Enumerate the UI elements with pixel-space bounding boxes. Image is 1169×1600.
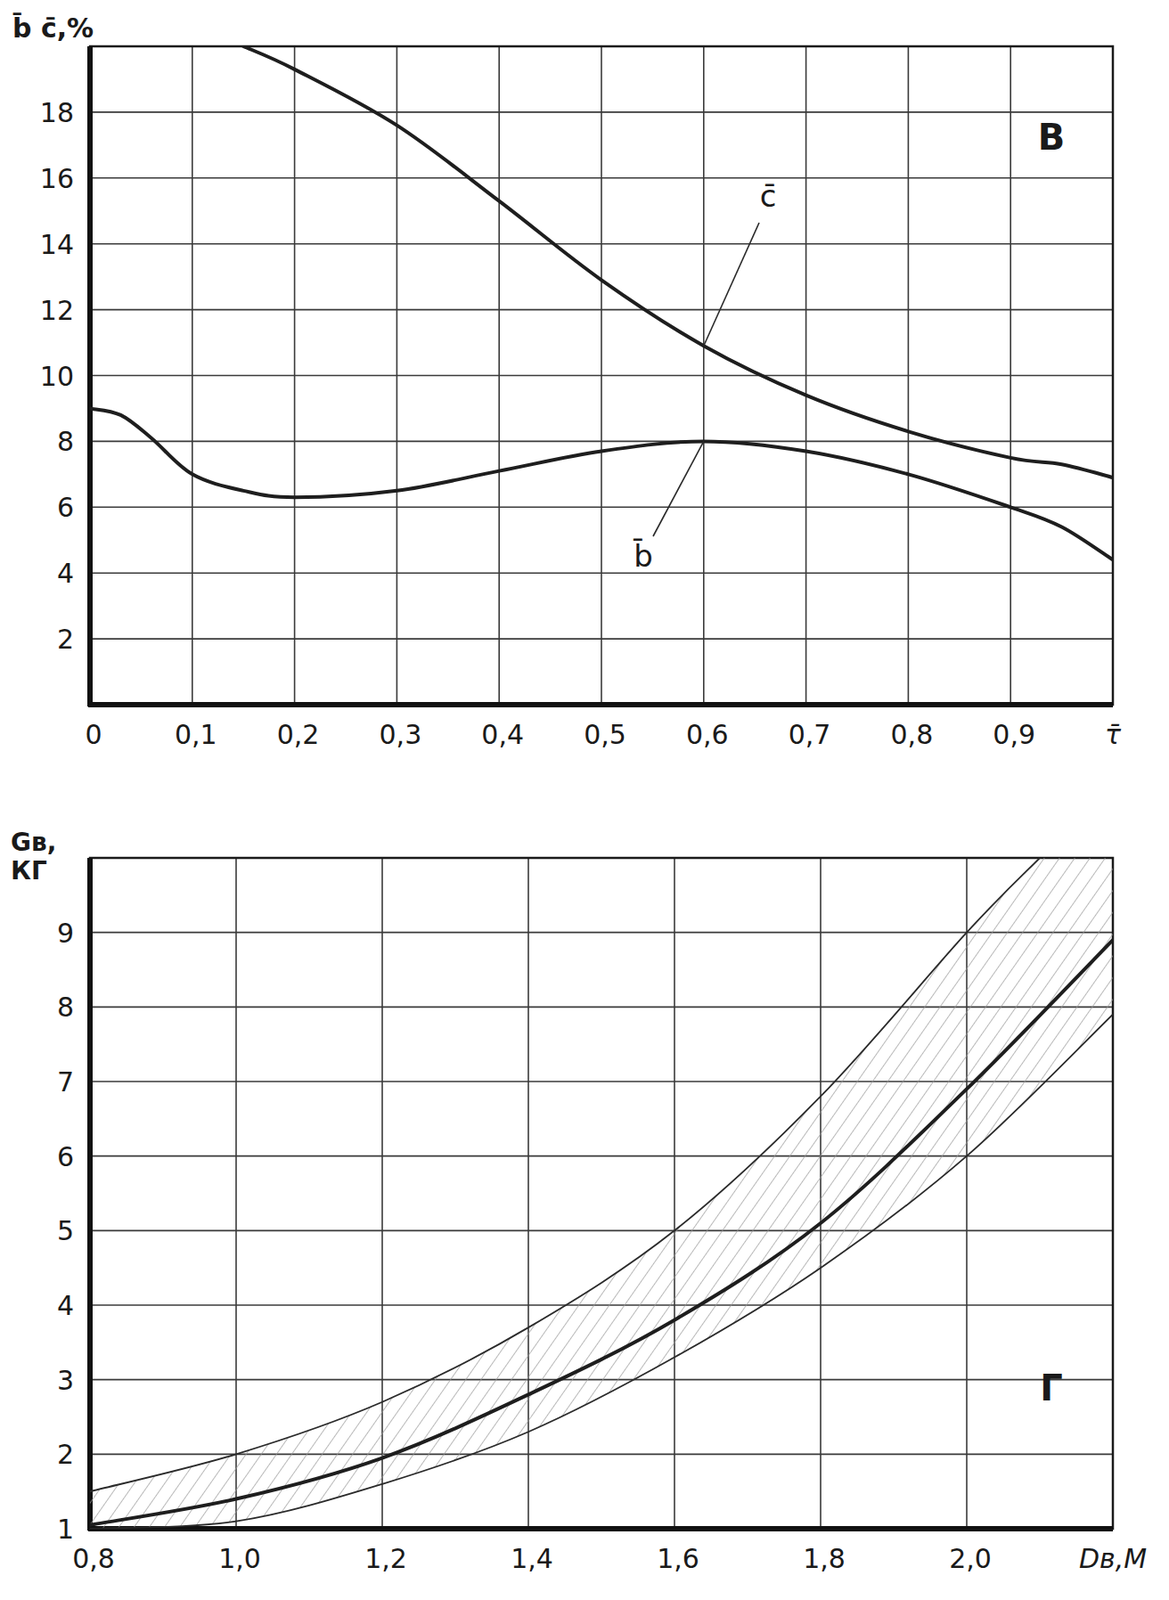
hatched-band	[89, 858, 1113, 1529]
y-tick-label: 6	[57, 491, 74, 524]
series-label: c̄	[760, 178, 777, 214]
grid-line	[235, 858, 238, 1529]
y-tick-label: 2	[57, 623, 74, 655]
x-tick-label: 0,8	[72, 1543, 115, 1575]
y-tick-label: 9	[57, 917, 74, 949]
x-axis-label: τ̄	[1104, 719, 1122, 751]
y-tick-label: 6	[57, 1141, 74, 1173]
grid-line	[89, 572, 1113, 574]
grid-line	[89, 111, 1113, 114]
data-line	[243, 46, 1113, 478]
grid-line	[89, 506, 1113, 508]
x-tick-label: 0,2	[277, 719, 320, 751]
panel: 0,8 1,0 1,2 1,4 1,6 1,8 2,0 1 2 3 4 5 6 7 8 9 Dв,М Gв, КГ…	[10, 827, 1147, 1575]
x-tick-label: 0,1	[174, 719, 218, 751]
grid-line	[89, 931, 1113, 934]
x-axis-line	[88, 702, 1113, 708]
x-tick-label: 0,4	[481, 719, 524, 751]
data-line	[89, 858, 1040, 1492]
x-tick-label: 0,8	[891, 719, 934, 751]
callout-leader	[703, 222, 760, 346]
x-tick-label: 0,9	[992, 719, 1036, 751]
y-axis-line	[87, 858, 93, 1531]
x-tick-label: 0,6	[686, 719, 729, 751]
y-tick-label: 7	[57, 1066, 74, 1098]
grid-line	[89, 375, 1113, 377]
grid-line	[89, 243, 1113, 246]
plot-frame	[89, 46, 1113, 705]
y-tick-label: 8	[57, 991, 74, 1023]
y-tick-label: 2	[57, 1438, 74, 1471]
y-tick-label: 4	[57, 557, 74, 589]
panel: 0 0,1 0,2 0,3 0,4 0,5 0,6 0,7 0,8 0,9 2 4 6 8 10 12 14 16…	[12, 12, 1122, 751]
data-line	[89, 408, 1113, 560]
x-tick-label: 1,2	[364, 1543, 408, 1575]
x-tick-label: 0,5	[583, 719, 627, 751]
x-axis-line	[88, 1526, 1113, 1532]
data-group	[89, 858, 1113, 1529]
series-label: b̄	[632, 538, 653, 574]
y-tick-label: 12	[40, 294, 74, 327]
y-axis-label: Gв, КГ	[10, 827, 66, 886]
panel-letter: В	[1038, 116, 1066, 158]
x-axis-label: Dв,М	[1079, 1543, 1147, 1575]
data-line	[89, 1014, 1113, 1529]
plot-frame	[89, 858, 1113, 1529]
y-tick-label: 8	[57, 425, 74, 458]
data-line	[89, 940, 1113, 1526]
grid-line	[89, 441, 1113, 443]
y-axis-label-line: Gв,	[10, 827, 66, 858]
grid-line	[89, 637, 1113, 640]
y-tick-label: 14	[40, 228, 74, 261]
y-tick-label: 1	[57, 1513, 74, 1546]
x-tick-label: 0,3	[379, 719, 423, 751]
y-tick-label: 3	[57, 1365, 74, 1397]
y-axis-label: b̄ c̄,%	[12, 12, 94, 44]
y-axis-label-line: КГ	[10, 856, 48, 886]
y-tick-label: 10	[40, 360, 74, 393]
y-axis-line	[87, 46, 93, 707]
panel-letter: Г	[1039, 1367, 1063, 1409]
callout-leader	[653, 441, 704, 537]
x-tick-label: 1,6	[656, 1543, 700, 1575]
grid-line	[89, 177, 1113, 180]
x-tick-label: 1,4	[510, 1543, 554, 1575]
grid-line	[89, 1230, 1113, 1233]
grid-line	[89, 309, 1113, 311]
x-tick-label: 0	[84, 719, 102, 751]
x-tick-label: 1,8	[802, 1543, 846, 1575]
y-tick-label: 18	[40, 97, 74, 129]
y-tick-label: 5	[57, 1215, 74, 1247]
y-tick-label: 16	[40, 163, 74, 195]
x-tick-label: 1,0	[218, 1543, 262, 1575]
data-group	[89, 46, 1113, 560]
figure: 00,10,20,30,40,50,60,70,80,9246810121416…	[0, 0, 1169, 1600]
y-tick-label: 4	[57, 1290, 74, 1322]
x-tick-label: 2,0	[948, 1543, 992, 1575]
grid-line	[673, 858, 676, 1529]
x-tick-label: 0,7	[788, 719, 832, 751]
